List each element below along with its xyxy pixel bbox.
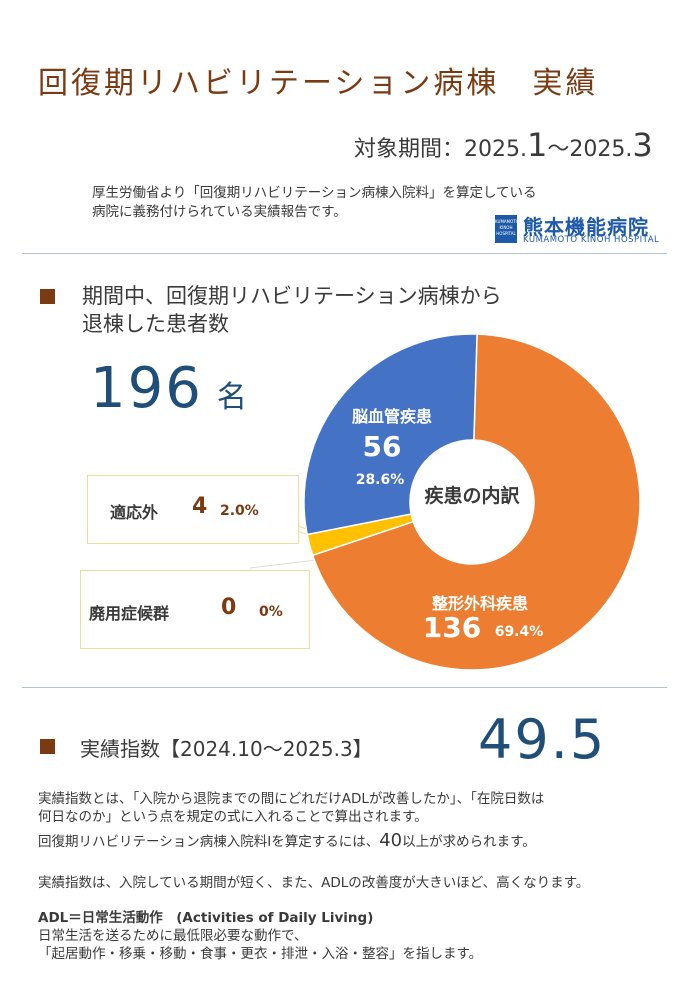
section1-title: 期間中、回復期リハビリテーション病棟から 退棟した患者数 — [82, 282, 502, 338]
requirement-post: 以上が求められます。 — [402, 834, 536, 850]
paragraph-definition-line-2: 何日なのか」という点を規定の式に入れることで算出されます。 — [38, 809, 428, 825]
adl-definition-heading: ADL＝日常生活動作 (Activities of Daily Living) — [38, 910, 374, 926]
donut-slices — [303, 333, 641, 671]
requirement-pre: 回復期リハビリテーション病棟入院料Ⅰを算定するには、 — [38, 834, 380, 850]
logo-mark: KUMAMOTO KINOH HOSPITAL — [495, 215, 519, 243]
section1-title-line-2: 退棟した患者数 — [82, 312, 229, 336]
donut-center-label: 疾患の内訳 — [424, 484, 520, 507]
adl-definition-line-2: 日常生活を送るために最低限必要な動作で、 — [38, 928, 308, 944]
callout-disuse-syndrome-value: 0 — [221, 595, 237, 620]
period-prefix: 対象期間：2025. — [354, 137, 527, 162]
callout-not-applicable-percent: 2.0% — [220, 503, 259, 519]
page-title: 回復期リハビリテーション病棟 実績 — [38, 66, 599, 101]
donut-slice-3 — [303, 333, 478, 536]
performance-index-value: 49.5 — [478, 708, 607, 771]
slice-percent-cerebrovascular: 28.6% — [356, 472, 405, 488]
paragraph-definition: 実績指数とは、「入院から退院までの間にどれだけADLが改善したか」、「在院日数は… — [38, 790, 668, 826]
callout-not-applicable: 適応外 4 2.0% — [87, 475, 299, 544]
logo-english-name: KUMAMOTO KINOH HOSPITAL — [523, 235, 660, 245]
divider-middle — [22, 687, 667, 688]
section2-title: 実績指数【2024.10～2025.3】 — [80, 737, 373, 761]
callout-not-applicable-label: 適応外 — [110, 503, 159, 522]
period-start-month: 1 — [526, 126, 548, 164]
intro-text: 厚生労働省より「回復期リハビリテーション病棟入院料」を算定している 病院に義務付… — [92, 184, 537, 222]
period-separator: ～2025. — [547, 137, 633, 162]
slice-label-orthopedic: 整形外科疾患 — [431, 594, 528, 613]
intro-line-1: 厚生労働省より「回復期リハビリテーション病棟入院料」を算定している — [92, 185, 537, 201]
patient-total-unit: 名 — [216, 380, 247, 415]
paragraph-explanation: 実績指数は、入院している期間が短く、また、ADLの改善度が大きいほど、高くなりま… — [38, 875, 590, 891]
slice-percent-orthopedic: 69.4% — [495, 624, 544, 640]
logo-name: 熊本機能病院 — [523, 215, 649, 239]
patient-total: 196 名 — [90, 356, 247, 421]
callout-disuse-syndrome-label: 廃用症候群 — [89, 604, 170, 623]
paragraph-requirement: 回復期リハビリテーション病棟入院料Ⅰを算定するには、40以上が求められます。 — [38, 832, 668, 851]
adl-definition-line-3: 「起居動作・移乗・移動・食事・更衣・排泄・入浴・整容」を指します。 — [38, 946, 483, 962]
paragraph-adl: ADL＝日常生活動作 (Activities of Daily Living) … — [38, 909, 668, 963]
disease-donut-chart: 疾患の内訳 脳血管疾患 56 28.6% 整形外科疾患 136 69.4% — [303, 333, 641, 671]
period-end-month: 3 — [632, 126, 653, 164]
callout-disuse-syndrome: 廃用症候群 0 0% — [80, 570, 310, 649]
callout-disuse-syndrome-percent: 0% — [259, 604, 283, 620]
target-period: 対象期間：2025.1～2025.3 — [354, 126, 653, 164]
requirement-number: 40 — [379, 830, 403, 851]
donut-slice-0 — [311, 333, 641, 671]
section-bullet — [40, 739, 55, 754]
divider-top — [22, 253, 667, 254]
patient-total-value: 196 — [90, 356, 203, 421]
callout-not-applicable-value: 4 — [192, 494, 208, 519]
slice-value-cerebrovascular: 56 — [363, 430, 402, 463]
hospital-logo: KUMAMOTO KINOH HOSPITAL 熊本機能病院 KUMAMOTO … — [495, 213, 670, 247]
slice-label-cerebrovascular: 脳血管疾患 — [352, 407, 432, 426]
paragraph-definition-line-1: 実績指数とは、「入院から退院までの間にどれだけADLが改善したか」、「在院日数は — [38, 791, 545, 807]
slice-value-orthopedic: 136 — [423, 611, 481, 644]
intro-line-2: 病院に義務付けられている実績報告です。 — [92, 204, 347, 220]
section-bullet — [40, 289, 55, 304]
section1-title-line-1: 期間中、回復期リハビリテーション病棟から — [82, 284, 502, 308]
